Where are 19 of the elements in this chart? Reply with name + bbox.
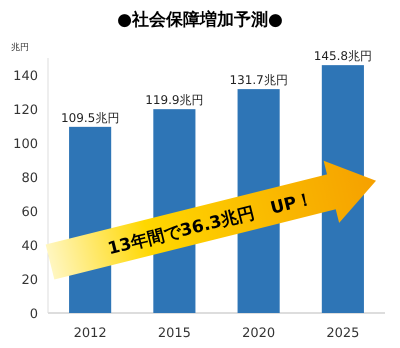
y-tick-label: 120: [13, 103, 38, 118]
x-tick-label: 2015: [158, 326, 191, 341]
data-label: 145.8兆円: [314, 49, 372, 64]
y-tick-label: 100: [13, 137, 38, 152]
y-tick-label: 60: [21, 205, 38, 220]
x-tick-label: 2020: [242, 326, 276, 341]
x-tick-label: 2012: [74, 326, 107, 341]
data-label: 131.7兆円: [229, 73, 288, 88]
y-tick-label: 20: [21, 273, 38, 288]
y-axis-title: 兆円: [11, 42, 29, 53]
data-label: 109.5兆円: [60, 110, 120, 125]
annotation: 13年間で36.3兆円 UP！: [106, 188, 316, 260]
y-tick-label: 0: [30, 307, 38, 322]
y-tick-label: 80: [21, 171, 38, 186]
x-tick-label: 2025: [326, 326, 360, 341]
chart-title: ●社会保障増加予測●: [117, 9, 283, 30]
y-tick-label: 40: [21, 239, 38, 254]
data-label: 119.9兆円: [145, 93, 204, 108]
y-tick-label: 140: [13, 69, 38, 84]
